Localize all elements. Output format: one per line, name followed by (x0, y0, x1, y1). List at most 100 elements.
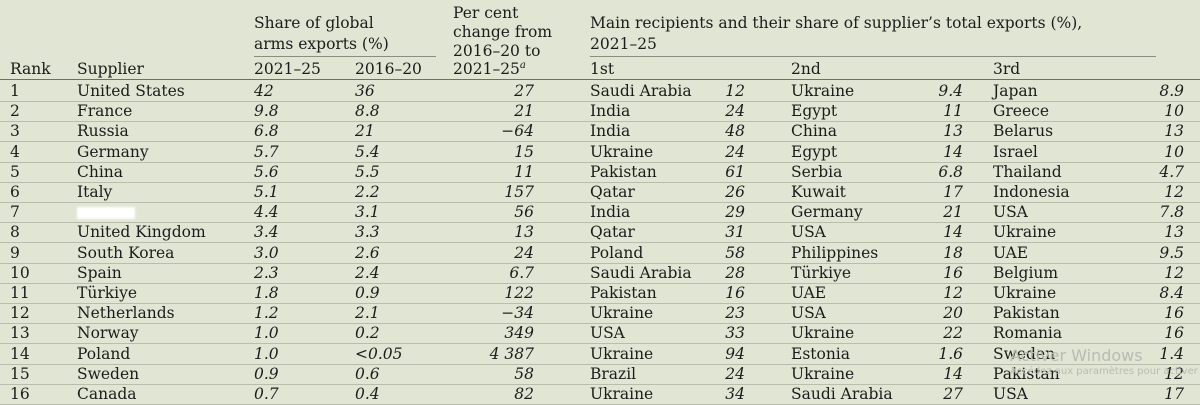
cell-r2: Germany (791, 203, 863, 222)
cell-r1: Pakistan (590, 284, 657, 302)
cell-change: −64 (501, 122, 534, 141)
col-share-2016: 2016–20 (355, 60, 422, 78)
cell-s21: 1.8 (254, 284, 279, 302)
cell-r3: USA (993, 203, 1028, 222)
col-second: 2nd (791, 60, 821, 78)
cell-r2: Ukraine (791, 82, 855, 100)
cell-r2: Philippines (791, 243, 879, 262)
recipients-line1: Main recipients and their share of suppl… (590, 14, 1083, 32)
recipients-header: Main recipients and their share of suppl… (590, 14, 1082, 54)
cell-r3: Pakistan (993, 304, 1060, 323)
cell-r2: Egypt (791, 142, 838, 161)
cell-r2: Saudi Arabia (791, 385, 893, 403)
change-line3: 2016–20 to (453, 42, 541, 60)
row-divider (0, 121, 1200, 123)
cell-r2: Egypt (791, 102, 838, 121)
cell-supplier (77, 202, 135, 222)
cell-rank: 8 (10, 223, 20, 242)
header-bottom-rule (0, 79, 1200, 80)
cell-v3: 7.8 (1159, 203, 1184, 222)
cell-s21: 4.4 (254, 203, 279, 222)
change-line1: Per cent (453, 4, 519, 22)
cell-s16: 8.8 (355, 102, 380, 121)
cell-supplier: France (77, 102, 133, 121)
cell-supplier: United Kingdom (77, 223, 206, 242)
cell-r1: Brazil (590, 364, 637, 383)
row-divider (0, 363, 1200, 365)
cell-s16: 3.3 (355, 223, 380, 242)
col-change-period: 2021–25a (453, 60, 526, 79)
cell-s21: 9.8 (254, 102, 279, 121)
cell-change: 27 (514, 82, 534, 100)
row-divider (0, 303, 1200, 304)
cell-v1: 58 (725, 243, 745, 262)
cell-s16: 0.4 (355, 385, 380, 403)
cell-s21: 2.3 (254, 263, 279, 282)
cell-r2: Ukraine (791, 324, 855, 343)
cell-r3: Greece (993, 102, 1049, 121)
cell-rank: 12 (10, 304, 30, 323)
cell-r2: USA (791, 304, 826, 323)
cell-supplier: Poland (77, 344, 131, 363)
cell-supplier: South Korea (77, 243, 175, 262)
cell-v3: 8.9 (1159, 82, 1184, 100)
cell-r3: Ukraine (993, 284, 1057, 302)
row-divider (0, 222, 1200, 224)
watermark-line1: Activer Windows (1010, 346, 1143, 365)
cell-s16: 5.4 (355, 142, 380, 161)
cell-v3: 8.4 (1159, 284, 1184, 302)
cell-rank: 11 (10, 284, 30, 302)
cell-rank: 4 (10, 142, 20, 161)
row-divider (0, 383, 1200, 385)
cell-r1: Qatar (590, 183, 635, 201)
cell-change: 349 (504, 324, 534, 343)
cell-r1: Ukraine (590, 142, 654, 161)
cell-change: 6.7 (509, 263, 534, 282)
cell-s16: 3.1 (355, 203, 380, 222)
change-header: Per cent change from 2016–20 to (453, 4, 552, 61)
cell-v1: 24 (725, 142, 745, 161)
cell-s21: 1.0 (254, 324, 279, 343)
cell-v3: 12 (1164, 183, 1184, 201)
cell-v2: 1.6 (938, 344, 963, 363)
cell-r2: Ukraine (791, 364, 855, 383)
row-divider (0, 141, 1200, 143)
cell-rank: 3 (10, 122, 20, 141)
cell-s16: 36 (355, 82, 375, 100)
cell-v1: 29 (725, 203, 745, 222)
cell-v1: 33 (725, 324, 745, 343)
cell-r1: USA (590, 324, 625, 343)
cell-rank: 2 (10, 102, 20, 121)
cell-change: 4 387 (489, 344, 534, 363)
recipients-rule (590, 56, 1156, 57)
cell-s21: 1.2 (254, 304, 279, 323)
cell-r2: Türkiye (791, 263, 852, 282)
cell-rank: 9 (10, 243, 20, 262)
cell-s16: 5.5 (355, 162, 380, 181)
col-first: 1st (590, 60, 615, 78)
cell-v3: 13 (1164, 122, 1184, 141)
cell-supplier: Norway (77, 324, 139, 343)
cell-change: 58 (514, 364, 534, 383)
row-divider (0, 242, 1200, 244)
cell-r2: Estonia (791, 344, 851, 363)
redacted-supplier (77, 207, 135, 220)
cell-supplier: Spain (77, 263, 122, 282)
cell-v2: 14 (943, 223, 963, 242)
cell-r3: Ukraine (993, 223, 1057, 242)
cell-v3: 4.7 (1159, 162, 1184, 181)
cell-r3: Thailand (993, 162, 1062, 181)
cell-r3: Israel (993, 142, 1038, 161)
cell-change: 11 (514, 162, 534, 181)
cell-r3: Japan (993, 82, 1038, 100)
cell-supplier: Sweden (77, 364, 140, 383)
cell-v3: 10 (1164, 142, 1184, 161)
cell-change: 56 (514, 203, 534, 222)
cell-v1: 24 (725, 102, 745, 121)
cell-supplier: China (77, 162, 124, 181)
row-divider (0, 343, 1200, 345)
cell-s16: 2.6 (355, 243, 380, 262)
cell-rank: 7 (10, 203, 20, 222)
cell-v3: 12 (1164, 263, 1184, 282)
change-note: a (519, 59, 526, 71)
